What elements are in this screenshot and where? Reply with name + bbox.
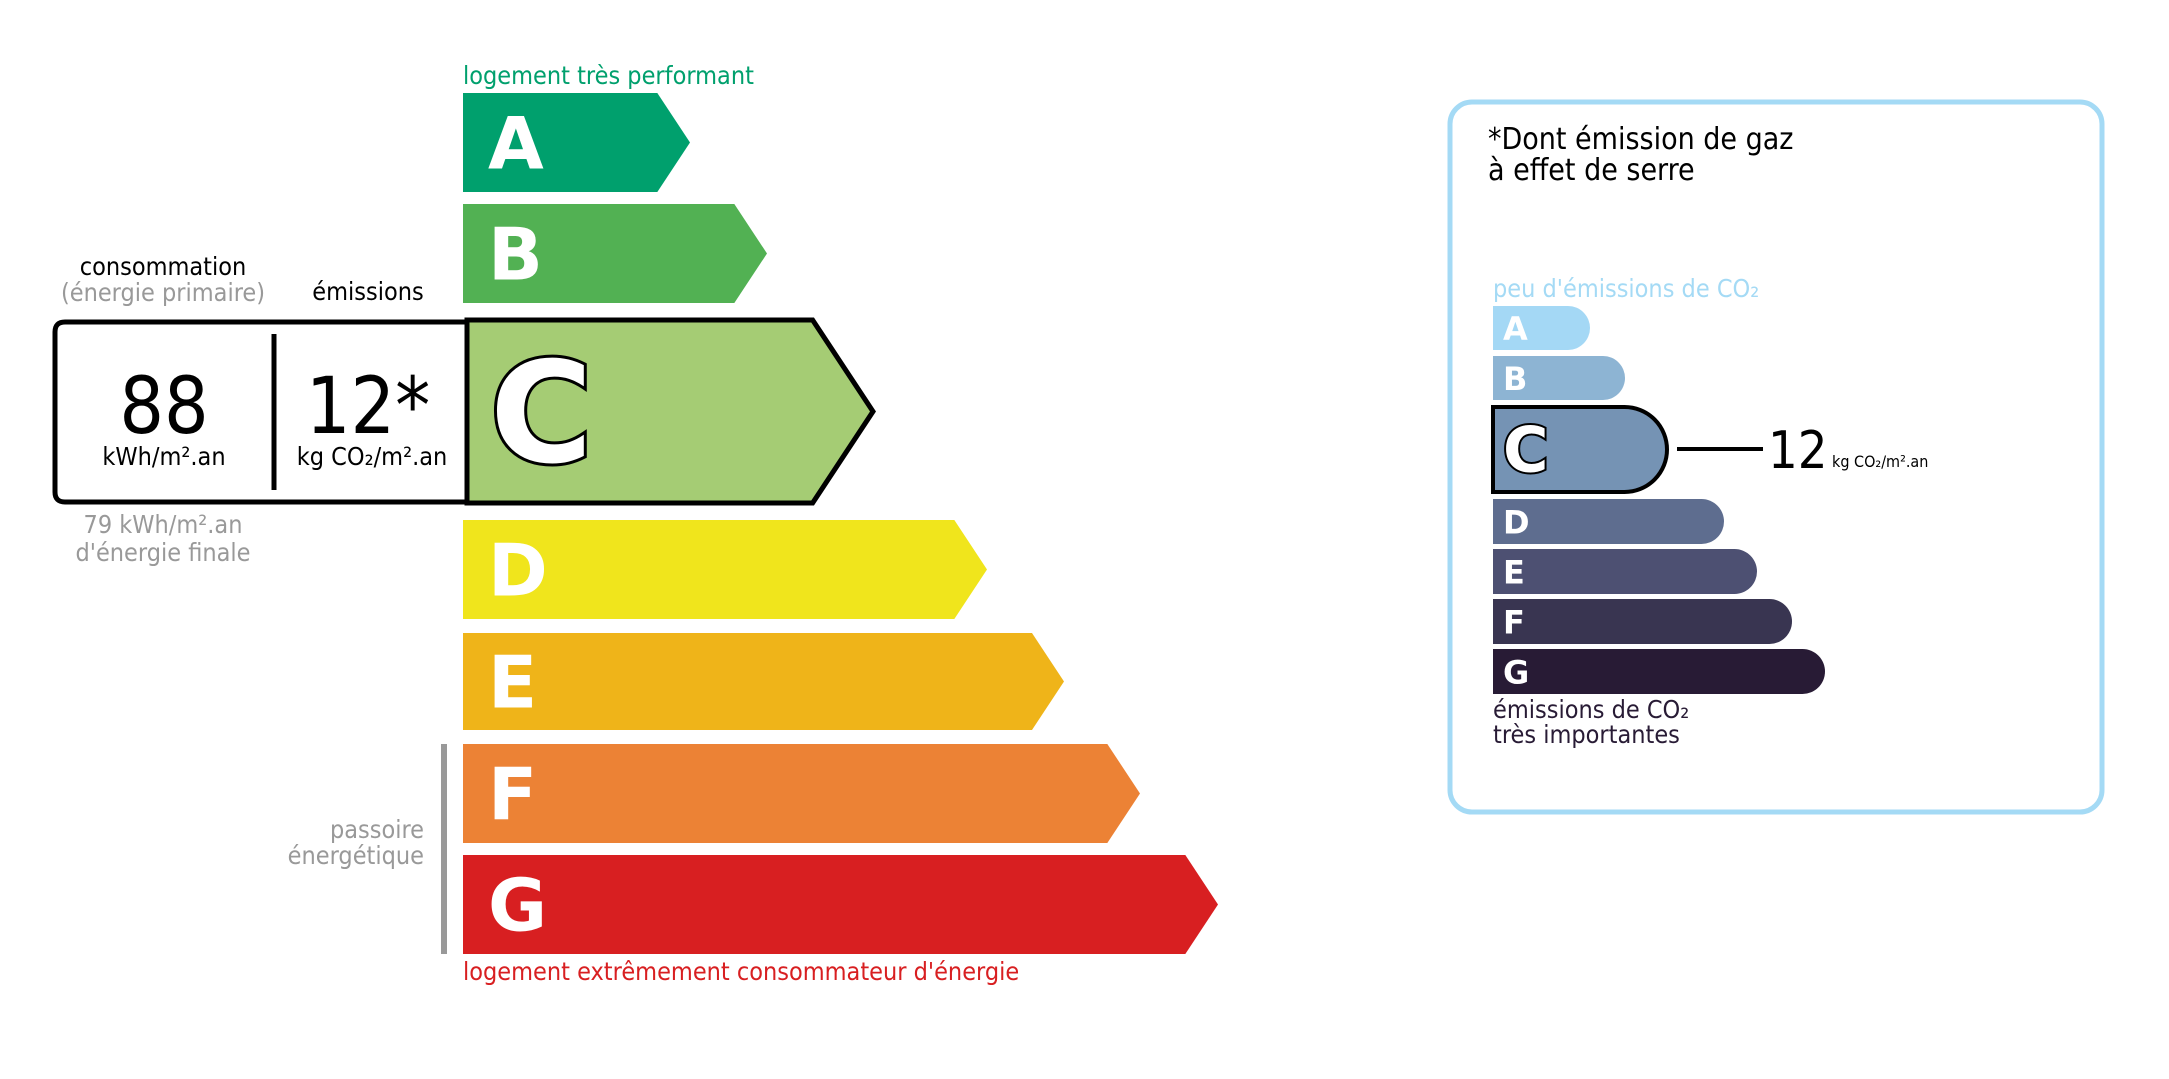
ges-bar-letter: G — [1503, 654, 1529, 692]
consumption-title: consommation — [80, 252, 247, 281]
value-box — [52, 319, 470, 505]
energy-bar — [463, 520, 987, 619]
energy-class-f: F — [463, 744, 1140, 843]
energy-bar — [463, 93, 690, 192]
ges-bar — [1493, 499, 1724, 544]
ges-class-c: C — [1491, 405, 1669, 494]
emissions-unit: kg CO₂/m².an — [297, 442, 448, 471]
ges-bar-letter: F — [1503, 604, 1525, 642]
ges-class-a: A — [1493, 306, 1590, 350]
energy-class-c: C — [464, 317, 876, 506]
ges-bar-letter: B — [1503, 360, 1527, 398]
ges-bar — [1493, 649, 1826, 694]
emissions-title: émissions — [312, 277, 423, 306]
energy-bar-letter: C — [490, 333, 593, 496]
ges-class-f: F — [1493, 599, 1793, 644]
energy-class-e: E — [463, 633, 1064, 730]
passoire-label-2: énergétique — [288, 841, 424, 870]
energy-class-b: B — [463, 204, 767, 303]
ges-bar — [1493, 549, 1757, 594]
energy-bar-letter: E — [488, 641, 537, 725]
ges-unit: kg CO₂/m².an — [1832, 452, 1928, 471]
ges-class-b: B — [1493, 356, 1625, 400]
ges-bar — [1493, 356, 1625, 400]
ges-bar-letter: A — [1503, 310, 1528, 348]
energy-bottom-label: logement extrêmement consommateur d'éner… — [463, 957, 1019, 986]
energy-class-g: G — [463, 855, 1218, 954]
final-energy-value: 79 kWh/m².an — [84, 510, 243, 539]
ges-title-2: à effet de serre — [1488, 153, 1695, 188]
energy-bar — [463, 744, 1140, 843]
ges-title-1: *Dont émission de gaz — [1488, 122, 1793, 157]
final-energy-label: d'énergie finale — [75, 538, 250, 567]
ges-bar — [1493, 599, 1793, 644]
emissions-value: 12* — [306, 362, 430, 452]
ges-class-e: E — [1493, 549, 1757, 594]
ges-bar — [1493, 306, 1590, 350]
energy-bar — [463, 633, 1064, 730]
energy-class-d: D — [463, 520, 987, 619]
ges-bar — [1491, 405, 1669, 494]
energy-bar-letter: F — [488, 753, 537, 837]
ges-bottom-label-1: émissions de CO₂ — [1493, 695, 1689, 724]
energy-bar — [463, 204, 767, 303]
ges-class-g: G — [1493, 649, 1826, 694]
passoire-label-1: passoire — [330, 815, 424, 844]
energy-class-a: A — [463, 93, 690, 192]
energy-bar — [463, 855, 1218, 954]
energy-top-label: logement très performant — [463, 61, 754, 90]
consumption-value: 88 — [119, 362, 208, 452]
ges-value: 12 — [1768, 421, 1828, 481]
energy-bar-letter: A — [488, 102, 544, 186]
consumption-unit: kWh/m².an — [102, 442, 225, 471]
consumption-subtitle: (énergie primaire) — [61, 278, 265, 307]
ges-bar-letter: C — [1503, 414, 1549, 487]
energy-bar-letter: B — [488, 213, 543, 297]
energy-bar-letter: G — [488, 864, 547, 948]
ges-class-d: D — [1493, 499, 1724, 544]
energy-bar-letter: D — [488, 529, 548, 613]
ges-top-label: peu d'émissions de CO₂ — [1493, 274, 1759, 303]
ges-bar-letter: D — [1503, 504, 1530, 542]
ges-bottom-label-2: très importantes — [1493, 720, 1680, 749]
ges-bar-letter: E — [1503, 554, 1525, 592]
